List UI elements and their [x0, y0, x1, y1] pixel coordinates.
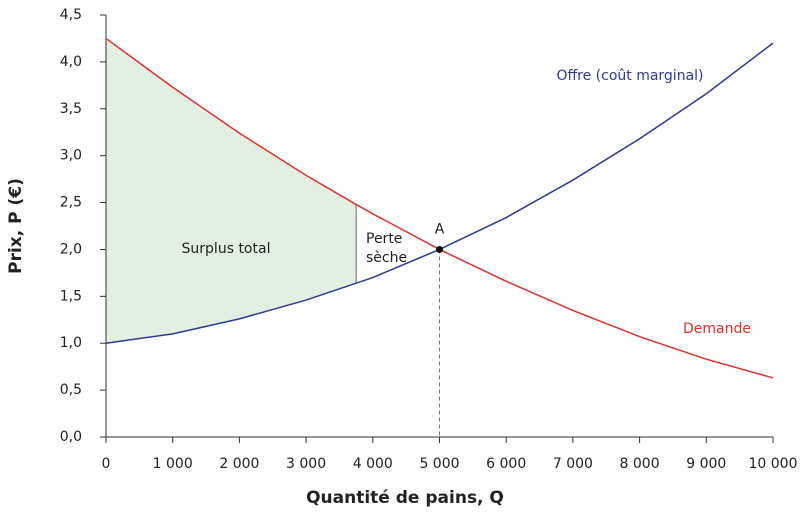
x-axis-title: Quantité de pains, Q — [306, 488, 504, 508]
point-marker — [436, 245, 443, 253]
x-tick-label: 6 000 — [486, 456, 526, 472]
x-tick-label: 7 000 — [553, 456, 593, 472]
x-tick-label: 4 000 — [353, 456, 393, 472]
x-tick-label: 1 000 — [153, 456, 193, 472]
x-tick-label: 5 000 — [419, 456, 459, 472]
series-label: Offre (coût marginal) — [556, 68, 703, 84]
y-tick-label: 1,5 — [60, 288, 82, 304]
x-tick-label: 3 000 — [286, 456, 326, 472]
x-tick-label: 9 000 — [686, 456, 726, 472]
surplus-area — [106, 38, 357, 344]
deadweight-label: Perte — [366, 231, 402, 247]
x-tick-label: 8 000 — [620, 456, 660, 472]
y-tick-label: 0,5 — [60, 382, 82, 398]
surplus-label: Surplus total — [182, 241, 271, 257]
x-tick-label: 0 — [102, 456, 111, 472]
series-line — [105, 42, 774, 344]
y-tick-label: 3,5 — [60, 101, 82, 117]
series-label: Demande — [683, 321, 751, 337]
deadweight-label: sèche — [366, 250, 407, 266]
y-tick-label: 4,5 — [60, 7, 82, 23]
x-tick-label: 2 000 — [219, 456, 259, 472]
y-tick-label: 4,0 — [60, 54, 82, 70]
y-axis-title: Prix, P (€) — [6, 178, 26, 274]
y-tick-label: 2,5 — [60, 195, 82, 211]
y-tick-label: 1,0 — [60, 335, 82, 351]
series-line — [105, 37, 774, 379]
x-tick-label: 10 000 — [749, 456, 798, 472]
y-tick-label: 3,0 — [60, 148, 82, 164]
y-tick-label: 2,0 — [60, 241, 82, 257]
point-label: A — [435, 221, 445, 237]
y-tick-label: 0,0 — [60, 429, 82, 445]
